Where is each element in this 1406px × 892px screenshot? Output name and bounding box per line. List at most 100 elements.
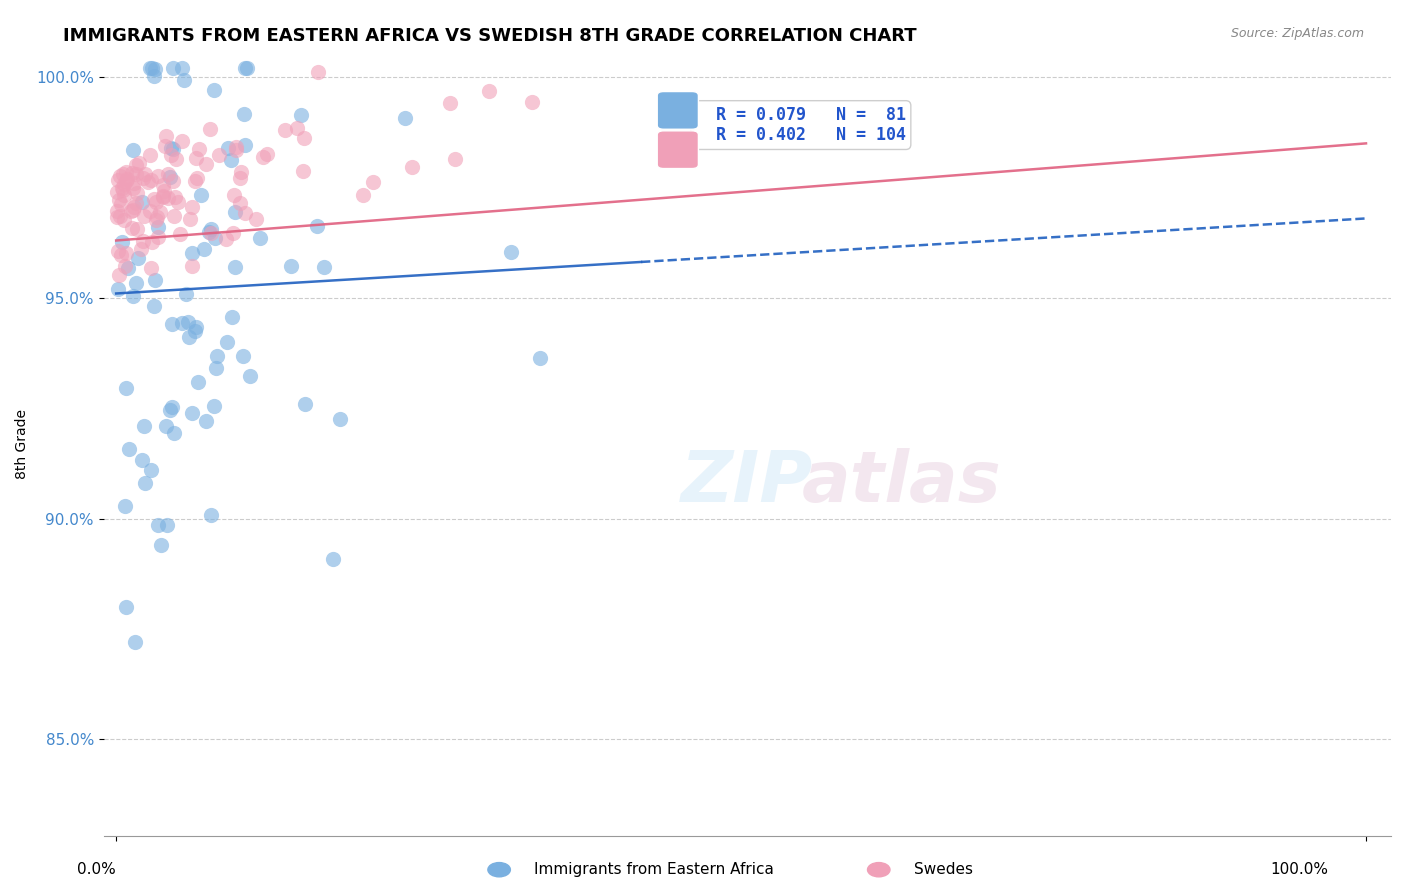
Point (132, 419, 155, 434)
Point (122, 200, 145, 214)
Point (125, 276, 148, 290)
Point (235, 62, 257, 76)
Point (134, 167, 156, 181)
Point (252, 150, 274, 164)
Point (307, 219, 329, 233)
Point (229, 196, 252, 211)
Point (285, 120, 308, 135)
Point (105, 204, 128, 219)
FancyBboxPatch shape (657, 92, 699, 129)
Point (184, 324, 207, 338)
Point (143, 69, 166, 83)
Point (162, 142, 184, 156)
Point (118, 442, 141, 456)
Point (232, 349, 254, 363)
Point (224, 260, 246, 275)
Point (157, 167, 180, 181)
FancyBboxPatch shape (657, 131, 699, 169)
Point (112, 212, 135, 227)
Point (141, 173, 163, 187)
Point (193, 242, 215, 256)
Point (105, 185, 128, 199)
Point (221, 226, 243, 240)
Point (529, 351, 551, 366)
Point (149, 205, 172, 219)
Point (150, 538, 173, 552)
Point (231, 165, 253, 179)
Point (115, 165, 138, 179)
Point (443, 152, 465, 166)
Point (114, 499, 136, 513)
Point (292, 131, 315, 145)
Point (122, 143, 145, 157)
Point (108, 209, 131, 223)
Point (225, 139, 247, 153)
Point (139, 463, 162, 477)
Text: R = 0.079   N =  81
  R = 0.402   N = 104: R = 0.079 N = 81 R = 0.402 N = 104 (696, 105, 905, 145)
Point (124, 635, 146, 649)
Point (294, 397, 316, 411)
Point (181, 259, 204, 273)
Point (160, 141, 183, 155)
Point (200, 226, 222, 240)
Point (111, 181, 134, 195)
Point (176, 314, 198, 328)
Point (163, 209, 186, 223)
Point (143, 62, 166, 76)
Point (200, 222, 222, 236)
Point (186, 376, 208, 390)
Point (122, 181, 145, 195)
Point (307, 65, 329, 79)
Point (142, 299, 165, 313)
Point (280, 259, 302, 273)
Point (215, 232, 238, 246)
Point (160, 318, 183, 332)
Point (152, 190, 174, 204)
Point (439, 95, 461, 110)
Point (174, 287, 197, 301)
Text: Swedes: Swedes (914, 863, 973, 877)
Point (170, 134, 193, 148)
Point (200, 121, 222, 136)
Point (145, 195, 167, 210)
Point (163, 190, 186, 204)
Point (120, 204, 142, 219)
Point (181, 405, 204, 419)
Text: 100.0%: 100.0% (1271, 863, 1329, 877)
Point (184, 174, 207, 188)
Point (180, 200, 202, 214)
Point (162, 173, 184, 187)
Y-axis label: 8th Grade: 8th Grade (15, 409, 30, 479)
Point (217, 141, 239, 155)
Point (105, 210, 128, 224)
Point (143, 192, 166, 206)
Point (225, 143, 247, 157)
Point (141, 62, 163, 76)
Point (291, 163, 314, 178)
Point (134, 476, 156, 491)
Point (117, 261, 139, 276)
Point (187, 142, 209, 156)
Point (202, 83, 225, 97)
Point (245, 211, 267, 226)
Point (394, 111, 416, 125)
Point (173, 73, 195, 87)
Point (107, 172, 129, 186)
Point (141, 260, 163, 275)
Point (108, 268, 131, 282)
Point (160, 400, 183, 414)
Point (155, 139, 177, 153)
Point (179, 330, 201, 344)
Point (127, 251, 149, 265)
Point (205, 360, 228, 375)
Point (159, 403, 181, 417)
Point (145, 210, 167, 224)
Point (195, 156, 218, 170)
Point (125, 221, 148, 235)
Point (235, 206, 257, 220)
Point (172, 316, 194, 330)
Point (167, 195, 190, 210)
Point (115, 174, 138, 188)
Point (115, 600, 138, 615)
Point (157, 191, 180, 205)
